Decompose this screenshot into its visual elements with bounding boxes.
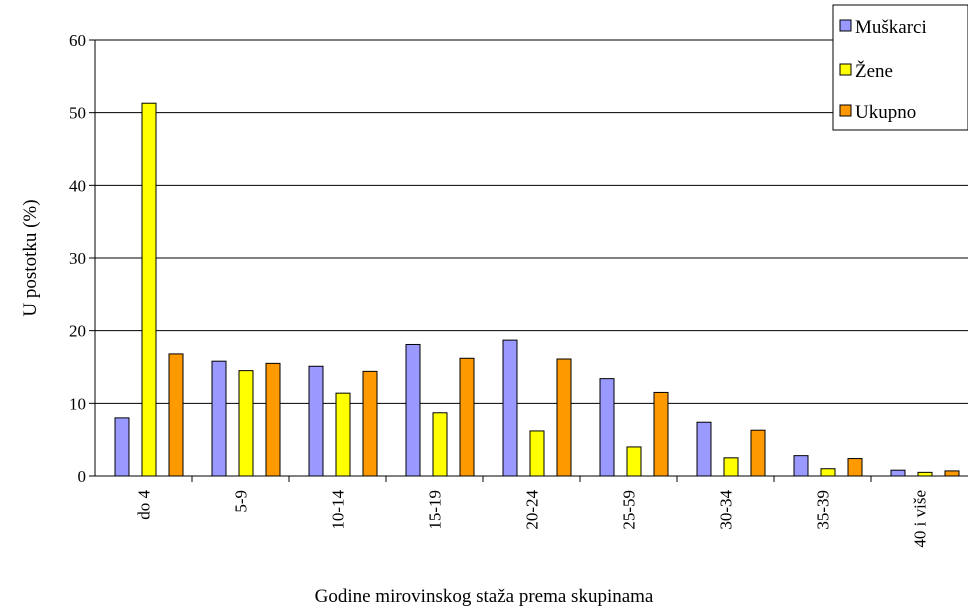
x-tick-label: 10-14 bbox=[329, 490, 348, 530]
x-tick-labels: do 4 5-9 10-14 15-19 20-24 25-59 30-34 35-39 40 … bbox=[135, 476, 930, 548]
y-tick-label: 60 bbox=[69, 31, 86, 50]
y-tick-label: 20 bbox=[69, 322, 86, 341]
x-tick-label: do 4 bbox=[135, 490, 154, 520]
bar-ene-3 bbox=[432, 412, 448, 477]
legend-label-muskarci: Muškarci bbox=[855, 17, 927, 38]
legend-swatch-muskarci bbox=[839, 19, 852, 32]
bar-ene-1 bbox=[238, 370, 254, 477]
bar-mukarci-2 bbox=[308, 365, 324, 477]
bar-mukarci-5 bbox=[599, 378, 615, 477]
bar-ene-6 bbox=[723, 457, 739, 477]
bar-mukarci-3 bbox=[405, 343, 421, 477]
x-tick-label: 15-19 bbox=[426, 490, 445, 530]
y-tick-label: 50 bbox=[69, 104, 86, 123]
bar-ene-7 bbox=[820, 468, 836, 477]
bar-ukupno-1 bbox=[265, 362, 281, 477]
bar-ene-2 bbox=[335, 392, 351, 477]
x-tick-label: 30-34 bbox=[717, 490, 736, 530]
x-tick-label: 20-24 bbox=[523, 490, 542, 530]
y-axis-title: U postotku (%) bbox=[20, 199, 41, 316]
bar-mukarci-7 bbox=[793, 455, 809, 477]
bar-ukupno-3 bbox=[459, 357, 475, 477]
bar-ukupno-4 bbox=[556, 358, 572, 477]
x-axis-title: Godine mirovinskog staža prema skupinama bbox=[315, 586, 654, 607]
bar-mukarci-4 bbox=[502, 339, 518, 477]
legend-box bbox=[832, 4, 968, 131]
legend: Muškarci Žene Ukupno bbox=[832, 4, 968, 131]
x-tick-label: 40 i više bbox=[911, 490, 930, 548]
legend-swatch-ukupno bbox=[839, 104, 852, 117]
bar-ukupno-0 bbox=[168, 353, 184, 477]
bar-ukupno-6 bbox=[750, 429, 766, 477]
bar-mukarci-0 bbox=[114, 417, 130, 477]
bar-mukarci-8 bbox=[890, 469, 906, 477]
legend-swatch-zene bbox=[839, 63, 852, 76]
x-tick-label: 25-59 bbox=[620, 490, 639, 530]
y-tick-label: 10 bbox=[69, 394, 86, 413]
legend-label-zene: Žene bbox=[855, 60, 893, 82]
bar-ene-4 bbox=[529, 430, 545, 477]
bar-ukupno-5 bbox=[653, 391, 669, 477]
legend-label-ukupno: Ukupno bbox=[855, 102, 916, 123]
y-tick-labels: 0 10 20 30 40 50 60 bbox=[69, 31, 95, 486]
bar-ukupno-7 bbox=[847, 458, 863, 477]
y-tick-label: 40 bbox=[69, 176, 86, 195]
gridlines bbox=[95, 39, 968, 404]
bar-ene-0 bbox=[141, 102, 157, 477]
bar-ene-8 bbox=[917, 471, 933, 477]
bar-ukupno-8 bbox=[944, 470, 960, 477]
bar-ene-5 bbox=[626, 446, 642, 477]
bar-mukarci-1 bbox=[211, 360, 227, 477]
bar-ukupno-2 bbox=[362, 370, 378, 477]
y-tick-label: 30 bbox=[69, 249, 86, 268]
x-tick-label: 5-9 bbox=[232, 490, 251, 513]
bar-mukarci-6 bbox=[696, 421, 712, 477]
bars bbox=[114, 102, 960, 477]
y-tick-label: 0 bbox=[78, 467, 87, 486]
x-tick-label: 35-39 bbox=[814, 490, 833, 530]
